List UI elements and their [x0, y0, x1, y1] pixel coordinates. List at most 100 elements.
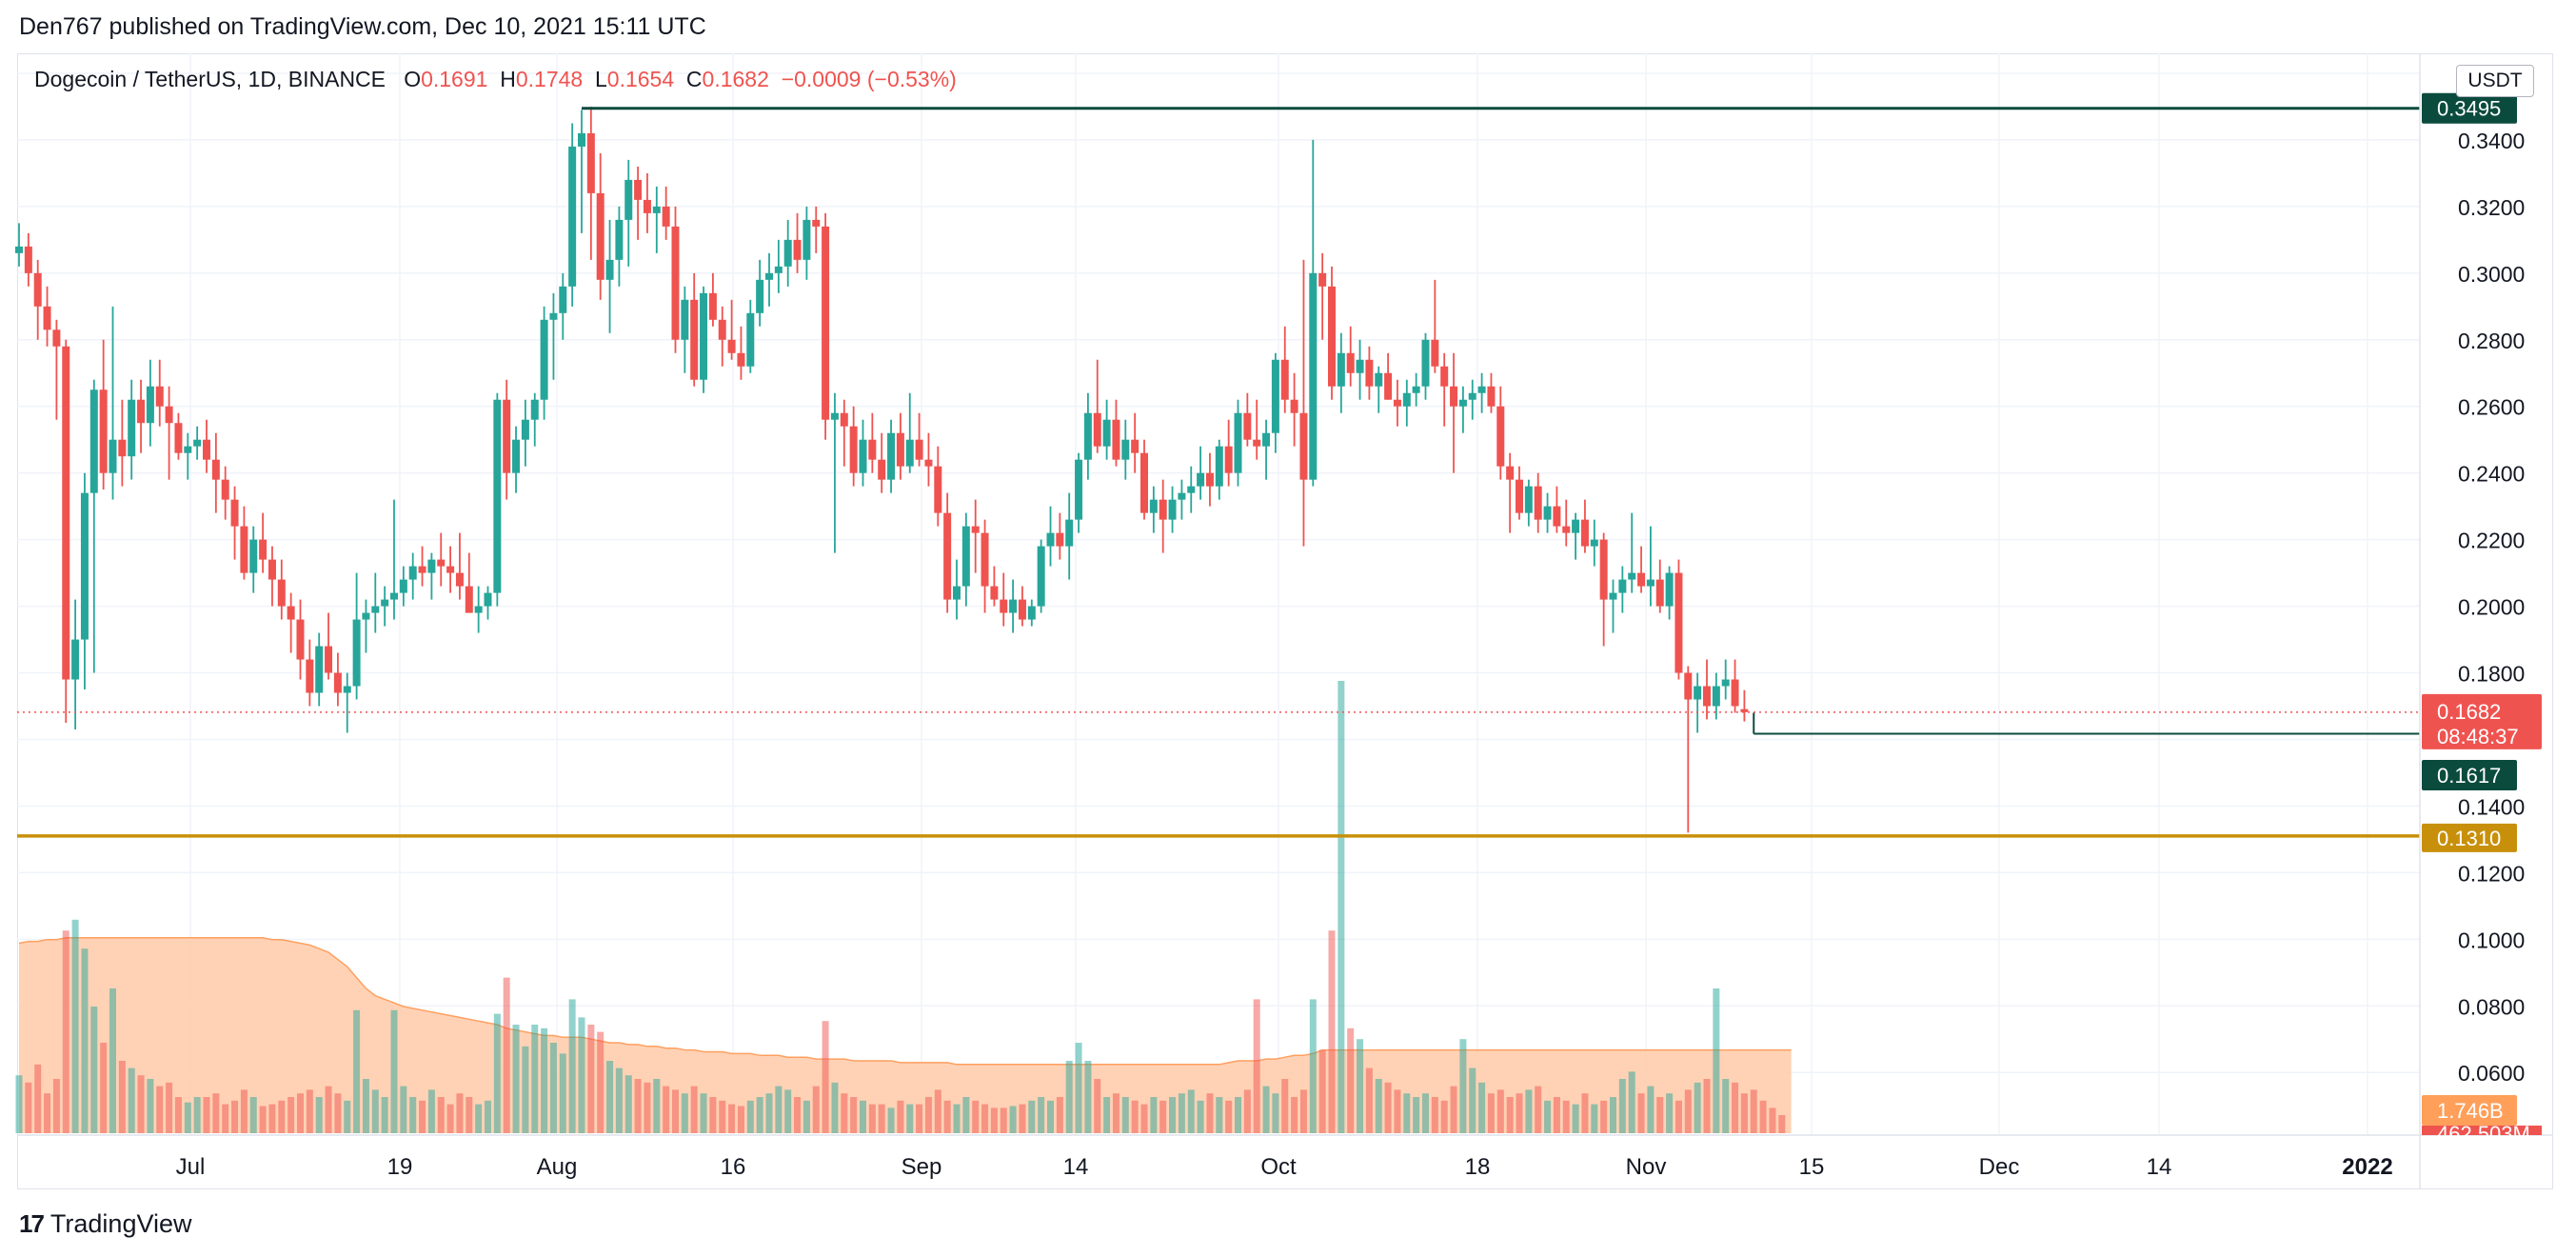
candle-body: [1731, 679, 1739, 707]
volume-bar: [231, 1100, 239, 1133]
current-price-tag-bg: [2422, 693, 2542, 749]
volume-bar: [794, 1097, 802, 1133]
candle-body: [1562, 526, 1571, 533]
volume-bar: [953, 1104, 961, 1133]
volume-bar: [193, 1097, 201, 1133]
y-tick-label: 0.1400: [2458, 794, 2525, 819]
candle-body: [306, 659, 314, 693]
volume-bar: [1009, 1106, 1017, 1133]
volume-bar: [624, 1075, 632, 1133]
candle-body: [1740, 708, 1749, 712]
volume-bar: [353, 1009, 361, 1133]
volume-bar: [1394, 1089, 1401, 1133]
volume-bar: [981, 1104, 989, 1133]
candle-body: [1065, 519, 1074, 547]
candle-body: [634, 179, 643, 200]
volume-bar: [456, 1093, 464, 1133]
candle-body: [1027, 606, 1036, 620]
legend-change: −0.0009 (−0.53%): [781, 67, 957, 91]
volume-bar: [644, 1082, 651, 1133]
candle-body: [643, 199, 651, 213]
candle-body: [727, 339, 736, 353]
volume-bar: [549, 1043, 557, 1133]
candle-body: [1477, 386, 1486, 393]
candle-body: [812, 219, 821, 227]
x-tick-label: 18: [1465, 1154, 1491, 1180]
volume-bar: [287, 1097, 295, 1133]
candle-body: [961, 526, 970, 587]
candle-body: [530, 399, 539, 420]
volume-bar: [1487, 1093, 1495, 1133]
volume-tag-bg: [2422, 1095, 2517, 1126]
x-tick-label: Dec: [1979, 1154, 2020, 1180]
volume-bar: [1759, 1100, 1767, 1133]
candle-body: [1271, 359, 1279, 433]
currency-unit-button[interactable]: USDT: [2456, 65, 2534, 97]
volume-bar: [709, 1097, 717, 1133]
volume-bar: [578, 1017, 585, 1133]
volume-bar: [860, 1100, 866, 1133]
volume-bar: [1121, 1097, 1129, 1133]
candle-body: [437, 559, 446, 567]
legend-open-label: O: [404, 67, 422, 91]
candle-body: [605, 259, 614, 280]
volume-bar: [746, 1100, 754, 1133]
volume-bar: [962, 1097, 970, 1133]
candle-body: [1665, 572, 1674, 607]
x-tick-label: Jul: [176, 1154, 206, 1180]
volume-bar: [1103, 1097, 1111, 1133]
candle-body: [427, 559, 436, 573]
volume-bar: [1056, 1097, 1063, 1133]
candle-body: [1318, 272, 1327, 287]
volume-bar: [44, 1093, 51, 1133]
candle-body: [1721, 679, 1730, 687]
volume-bar: [147, 1079, 154, 1133]
volume-bar: [475, 1104, 483, 1133]
x-tick-label: 15: [1799, 1154, 1825, 1180]
volume-bar: [90, 1007, 98, 1133]
y-tick-label: 0.1200: [2458, 861, 2525, 886]
volume-bar: [52, 1079, 60, 1133]
candle-body: [24, 246, 32, 273]
volume-ma-line: [18, 937, 1792, 1066]
candle-body: [1168, 499, 1177, 520]
candle-body: [1496, 406, 1505, 467]
volume-bar: [1197, 1100, 1204, 1133]
volume-bar: [1544, 1100, 1552, 1133]
volume-bar: [1722, 1079, 1730, 1133]
volume-bar: [240, 1089, 248, 1133]
candle-body: [1243, 412, 1252, 440]
candle-body: [15, 246, 23, 253]
candle-body: [315, 646, 324, 693]
candle-body: [878, 459, 886, 480]
volume-bar: [25, 1082, 32, 1133]
volume-bar: [446, 1104, 454, 1133]
candle-body: [1121, 439, 1130, 460]
candle-body: [521, 419, 529, 440]
volume-bar: [728, 1104, 736, 1133]
candle-body: [1618, 579, 1627, 593]
candle-body: [1215, 446, 1223, 487]
candle-body: [700, 292, 708, 380]
volume-bar: [1413, 1097, 1420, 1133]
volume-bar: [334, 1093, 342, 1133]
candle-body: [596, 192, 604, 280]
volume-bar: [1618, 1079, 1626, 1133]
candle-body: [230, 499, 239, 527]
volume-bar: [34, 1064, 42, 1133]
volume-bar: [184, 1102, 191, 1133]
candle-body: [681, 299, 689, 340]
volume-bar: [1357, 1039, 1364, 1133]
resistance-price-tag: 0.3495: [2437, 97, 2501, 121]
volume-bar: [690, 1086, 698, 1133]
volume-bar: [249, 1097, 257, 1133]
y-tick-label: 0.2800: [2458, 329, 2525, 353]
x-tick-label: 16: [721, 1154, 746, 1180]
volume-bar: [700, 1093, 707, 1133]
candle-body: [493, 399, 502, 593]
volume-bar: [325, 1086, 332, 1133]
tradingview-logo[interactable]: 17 TradingView: [19, 1209, 192, 1239]
volume-bar: [924, 1097, 932, 1133]
x-tick-label: 14: [2147, 1154, 2172, 1180]
